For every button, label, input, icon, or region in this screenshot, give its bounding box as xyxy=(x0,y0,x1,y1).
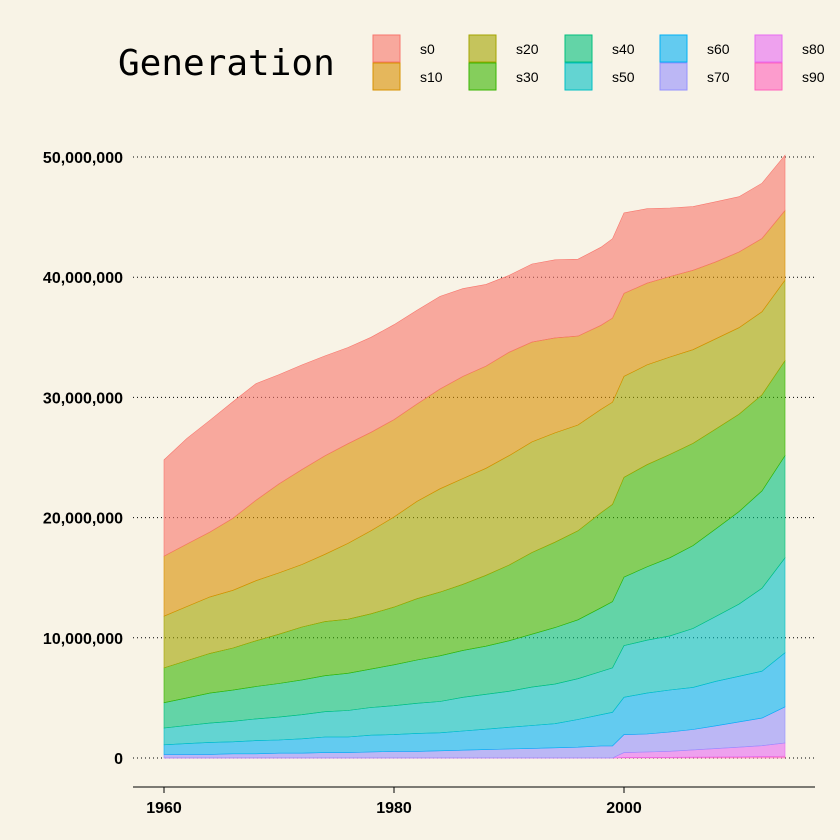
legend-label-s60: s60 xyxy=(707,41,730,57)
legend-label-s50: s50 xyxy=(612,69,635,85)
y-tick-label: 10,000,000 xyxy=(43,631,123,648)
y-tick-label: 0 xyxy=(114,751,123,768)
legend-swatch-s90 xyxy=(754,62,783,91)
legend-swatch-s30 xyxy=(468,62,497,91)
legend-swatch-s20 xyxy=(468,34,497,63)
legend-swatch-s10 xyxy=(372,62,401,91)
legend-label-s90: s90 xyxy=(802,69,825,85)
x-tick-label: 1980 xyxy=(376,800,412,817)
y-axis-tick-labels: 0 10,000,000 20,000,000 30,000,000 40,000,00… xyxy=(43,150,123,768)
x-tick-label: 2000 xyxy=(606,800,642,817)
legend-swatch-s50 xyxy=(564,62,593,91)
legend-swatch-s60 xyxy=(659,34,688,63)
x-axis: 1960 1980 2000 xyxy=(133,786,815,817)
y-tick-label: 50,000,000 xyxy=(43,150,123,167)
y-tick-label: 30,000,000 xyxy=(43,390,123,407)
legend-label-s80: s80 xyxy=(802,41,825,57)
area-s0 xyxy=(163,154,786,557)
y-tick-label: 20,000,000 xyxy=(43,511,123,528)
legend-label-s30: s30 xyxy=(516,69,539,85)
plot-areas xyxy=(163,154,786,759)
legend-swatch-s70 xyxy=(659,62,688,91)
legend-label-s0: s0 xyxy=(420,41,435,57)
legend-label-s10: s10 xyxy=(420,69,443,85)
legend-swatch-s40 xyxy=(564,34,593,63)
legend-title: Generation xyxy=(118,43,335,84)
legend-label-s40: s40 xyxy=(612,41,635,57)
x-tick-label: 1960 xyxy=(146,800,182,817)
y-tick-label: 40,000,000 xyxy=(43,270,123,287)
legend-label-s20: s20 xyxy=(516,41,539,57)
legend-swatch-s0 xyxy=(372,34,401,63)
legend: s0 s10 s20 s30 s40 s50 s60 s70 s80 s90 xyxy=(372,34,825,91)
legend-label-s70: s70 xyxy=(707,69,730,85)
legend-swatch-s80 xyxy=(754,34,783,63)
